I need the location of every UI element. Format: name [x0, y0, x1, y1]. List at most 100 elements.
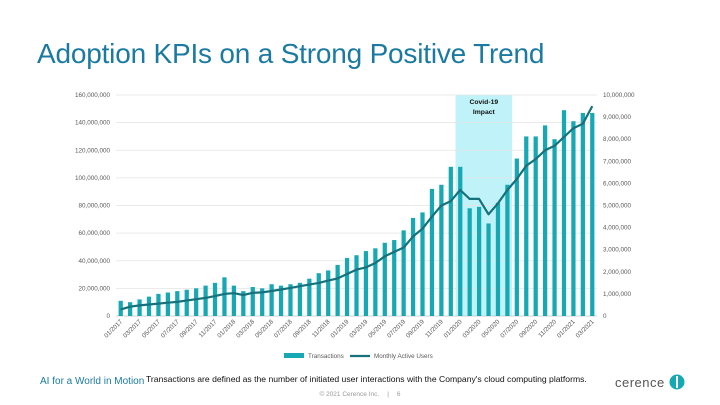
x-tick-label: 09/2018: [292, 318, 313, 339]
page-number: 6: [396, 391, 401, 398]
y-right-tick-label: 9,000,000: [603, 114, 632, 121]
x-tick-label: 01/2020: [443, 318, 464, 339]
y-left-tick-label: 160,000,000: [75, 92, 111, 99]
transactions-bar: [552, 139, 557, 316]
transactions-bar: [146, 296, 152, 316]
transactions-bar: [467, 208, 472, 316]
y-left-tick-label: 20,000,000: [78, 285, 110, 292]
transactions-bar: [269, 284, 274, 316]
tagline: AI for a World in Motion: [40, 376, 145, 387]
transactions-bar: [439, 184, 444, 316]
separator: |: [387, 391, 389, 398]
y-left-tick-label: 60,000,000: [78, 230, 110, 237]
x-tick-label: 05/2019: [367, 318, 388, 339]
x-tick-label: 01/2019: [329, 318, 350, 339]
transactions-bar: [128, 302, 133, 316]
y-right-tick-label: 1,000,000: [603, 291, 632, 298]
y-left-tick-label: 0: [106, 313, 110, 320]
x-tick-label: 11/2017: [198, 318, 219, 339]
transactions-bar: [373, 248, 378, 316]
transactions-bar: [137, 299, 142, 316]
transactions-bar: [260, 288, 265, 316]
x-tick-label: 07/2020: [499, 318, 520, 339]
y-left-tick-label: 140,000,000: [75, 120, 111, 127]
transactions-bar: [580, 112, 585, 316]
y-right-tick-label: 3,000,000: [603, 247, 632, 254]
transactions-bar: [458, 166, 463, 316]
y-right-tick-label: 0: [603, 313, 607, 320]
transactions-bar: [382, 242, 387, 316]
x-tick-label: 01/2017: [103, 318, 124, 339]
transactions-bar: [401, 230, 406, 316]
transactions-bar: [203, 285, 208, 316]
x-tick-label: 07/2017: [160, 318, 181, 339]
copyright-line: © 2021 Cerence Inc. | 6: [0, 391, 720, 398]
transactions-bar: [429, 188, 435, 316]
y-right-tick-label: 4,000,000: [603, 225, 632, 232]
transactions-bar: [241, 291, 246, 316]
x-tick-label: 03/2017: [122, 318, 143, 339]
x-tick-label: 07/2018: [273, 318, 294, 339]
legend-bar-swatch: [284, 353, 304, 358]
transactions-bar: [410, 217, 416, 316]
x-tick-label: 09/2020: [518, 318, 539, 339]
transactions-bar: [561, 110, 567, 316]
y-right-tick-label: 6,000,000: [603, 180, 632, 187]
x-tick-label: 03/2020: [461, 318, 482, 339]
transactions-bar: [363, 251, 369, 316]
x-tick-label: 03/2018: [235, 318, 256, 339]
transactions-bar: [335, 264, 340, 316]
x-tick-label: 03/2019: [348, 318, 369, 339]
transactions-bar: [533, 136, 538, 316]
transactions-bar: [278, 285, 284, 316]
transactions-bar: [222, 277, 227, 316]
transactions-bar: [448, 166, 453, 316]
x-tick-label: 09/2019: [405, 318, 426, 339]
covid-label-line-2: Impact: [473, 109, 496, 116]
transactions-bar: [288, 284, 293, 316]
transactions-bar: [495, 202, 501, 316]
covid-label-line-1: Covid-19: [469, 99, 498, 106]
transactions-bar: [212, 282, 218, 316]
y-left-tick-label: 120,000,000: [75, 147, 111, 154]
copyright: © 2021 Cerence Inc.: [319, 391, 380, 398]
x-tick-label: 11/2018: [311, 318, 332, 339]
brand-logo: cerence: [615, 374, 685, 390]
brand-name: cerence: [615, 374, 665, 390]
x-tick-label: 03/2021: [575, 318, 596, 339]
x-tick-label: 05/2020: [480, 318, 501, 339]
transactions-bar: [354, 255, 359, 316]
transactions-bar: [297, 282, 303, 316]
x-tick-label: 01/2021: [556, 318, 577, 339]
x-tick-label: 01/2018: [216, 318, 237, 339]
x-tick-label: 05/2018: [254, 318, 275, 339]
transactions-bar: [326, 270, 331, 316]
transactions-bar: [344, 257, 350, 316]
transactions-bar: [420, 212, 425, 316]
transactions-bar: [486, 223, 491, 316]
x-tick-label: 11/2020: [537, 318, 558, 339]
legend-label-monthly-active-users: Monthly Active Users: [374, 353, 433, 360]
y-right-tick-label: 2,000,000: [603, 269, 632, 276]
x-tick-label: 07/2019: [386, 318, 407, 339]
transactions-bar: [175, 291, 180, 316]
transactions-bar: [156, 293, 161, 316]
transactions-bar: [571, 121, 576, 317]
transactions-bar: [184, 289, 189, 316]
page-title: Adoption KPIs on a Strong Positive Trend: [37, 38, 545, 69]
y-right-tick-label: 5,000,000: [603, 203, 632, 210]
transactions-bar: [316, 273, 321, 316]
x-tick-label: 09/2017: [179, 318, 200, 339]
transactions-bar: [590, 112, 595, 316]
x-tick-label: 05/2017: [141, 318, 162, 339]
y-right-tick-label: 7,000,000: [603, 158, 632, 165]
transactions-bar: [194, 288, 199, 316]
transactions-bar: [307, 278, 312, 316]
transactions-bar: [392, 240, 397, 316]
x-tick-label: 11/2019: [424, 318, 445, 339]
footnote: Transactions are defined as the number o…: [146, 374, 587, 384]
legend-label-transactions: Transactions: [308, 353, 344, 360]
transactions-bar: [250, 286, 255, 316]
transactions-bar: [165, 292, 170, 316]
